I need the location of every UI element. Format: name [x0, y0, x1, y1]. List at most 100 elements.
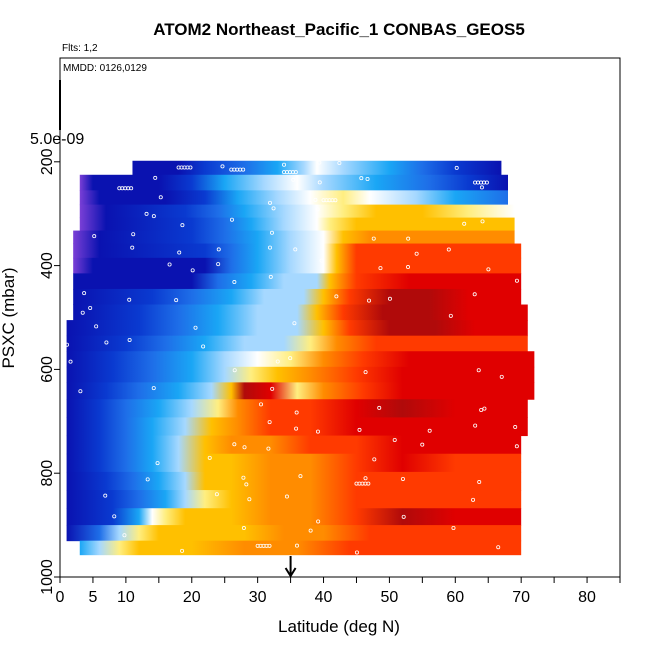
sample-point: [313, 197, 318, 202]
curtain-row: [79, 204, 515, 219]
x-axis: 0 5 10 20 30 40 50 60 70 80: [56, 577, 621, 606]
sample-point: [294, 426, 299, 431]
sample-point: [479, 408, 484, 413]
sample-point: [284, 494, 289, 499]
sample-point: [207, 455, 212, 460]
sample-point: [476, 368, 481, 373]
sample-point: [92, 234, 97, 239]
sample-point: [387, 296, 392, 301]
sample-point: [319, 258, 324, 263]
sample-point: [473, 423, 478, 428]
sample-point: [151, 386, 156, 391]
sample-point: [127, 337, 132, 342]
sample-point: [174, 298, 179, 303]
sample-point: [357, 427, 362, 432]
sample-point: [292, 321, 297, 326]
curtain-row: [66, 366, 535, 383]
x-tick-label: 80: [578, 589, 596, 606]
sample-point: [177, 250, 182, 255]
sample-point: [317, 160, 322, 165]
sample-point: [155, 461, 160, 466]
y-tick-label: 600: [39, 356, 56, 383]
sample-point: [244, 482, 249, 487]
sample-point: [365, 177, 370, 182]
sample-point: [129, 186, 134, 191]
sample-point: [268, 274, 273, 279]
sample-point: [462, 221, 467, 226]
sample-point: [486, 267, 491, 272]
sample-point: [513, 425, 518, 430]
sample-point: [144, 211, 149, 216]
sample-point: [271, 206, 276, 211]
sample-point: [214, 492, 219, 497]
sample-point: [378, 266, 383, 271]
curtain-row: [73, 273, 522, 290]
curtain-row: [66, 335, 528, 352]
sample-point: [282, 162, 287, 167]
sample-point: [406, 265, 411, 270]
curtain-row: [79, 540, 522, 556]
sample-points: [65, 160, 519, 555]
sample-point: [293, 247, 298, 252]
sample-point: [400, 476, 405, 481]
sample-point: [514, 278, 519, 283]
sample-point: [308, 528, 313, 533]
sample-point: [288, 356, 293, 361]
sample-point: [216, 247, 221, 252]
curtain-row: [79, 190, 508, 206]
curtain-row: [66, 399, 528, 418]
sample-point: [499, 374, 504, 379]
sample-point: [247, 497, 252, 502]
sample-point: [220, 164, 225, 169]
y-tick-label: 400: [39, 252, 56, 279]
sample-point: [242, 445, 247, 450]
curtain-row: [73, 288, 522, 306]
x-tick-label: 60: [446, 589, 464, 606]
sample-point: [267, 420, 272, 425]
sample-point: [190, 268, 195, 273]
sample-point: [188, 165, 193, 170]
sample-point: [291, 177, 296, 182]
sample-point: [367, 298, 372, 303]
sample-point: [122, 533, 127, 538]
sample-point: [78, 389, 83, 394]
x-tick-label: 40: [315, 589, 333, 606]
curtain-row: [66, 320, 528, 337]
curtain-row: [66, 508, 522, 526]
sample-point: [480, 219, 485, 224]
sample-point: [241, 475, 246, 480]
x-tick-label: 10: [117, 589, 135, 606]
sample-point: [333, 198, 338, 203]
sample-point: [451, 525, 456, 530]
x-tick-label: 50: [381, 589, 399, 606]
sample-point: [82, 291, 87, 296]
sample-point: [130, 245, 135, 250]
sample-point: [232, 442, 237, 447]
sample-point: [201, 344, 206, 349]
sample-point: [131, 232, 136, 237]
colorbar-label: 5.0e-09: [30, 131, 84, 148]
sample-point: [232, 280, 237, 285]
sample-point: [267, 200, 272, 205]
sample-point: [414, 251, 419, 256]
y-tick-label: 200: [39, 148, 56, 175]
sample-point: [359, 176, 364, 181]
plot-area: [65, 160, 535, 556]
sample-point: [294, 410, 299, 415]
sample-point: [193, 325, 198, 330]
x-tick-label: 20: [183, 589, 201, 606]
sample-point: [151, 214, 156, 219]
curtain-row: [66, 525, 522, 542]
sample-point: [377, 405, 382, 410]
sample-point: [180, 548, 185, 553]
curtain-row: [73, 304, 528, 321]
sample-point: [267, 245, 272, 250]
sample-point: [112, 514, 117, 519]
sample-point: [472, 292, 477, 297]
sample-point: [269, 230, 274, 235]
sample-point: [267, 543, 272, 548]
sample-point: [241, 167, 246, 172]
sample-point: [80, 310, 85, 315]
curtain-row: [66, 453, 522, 473]
